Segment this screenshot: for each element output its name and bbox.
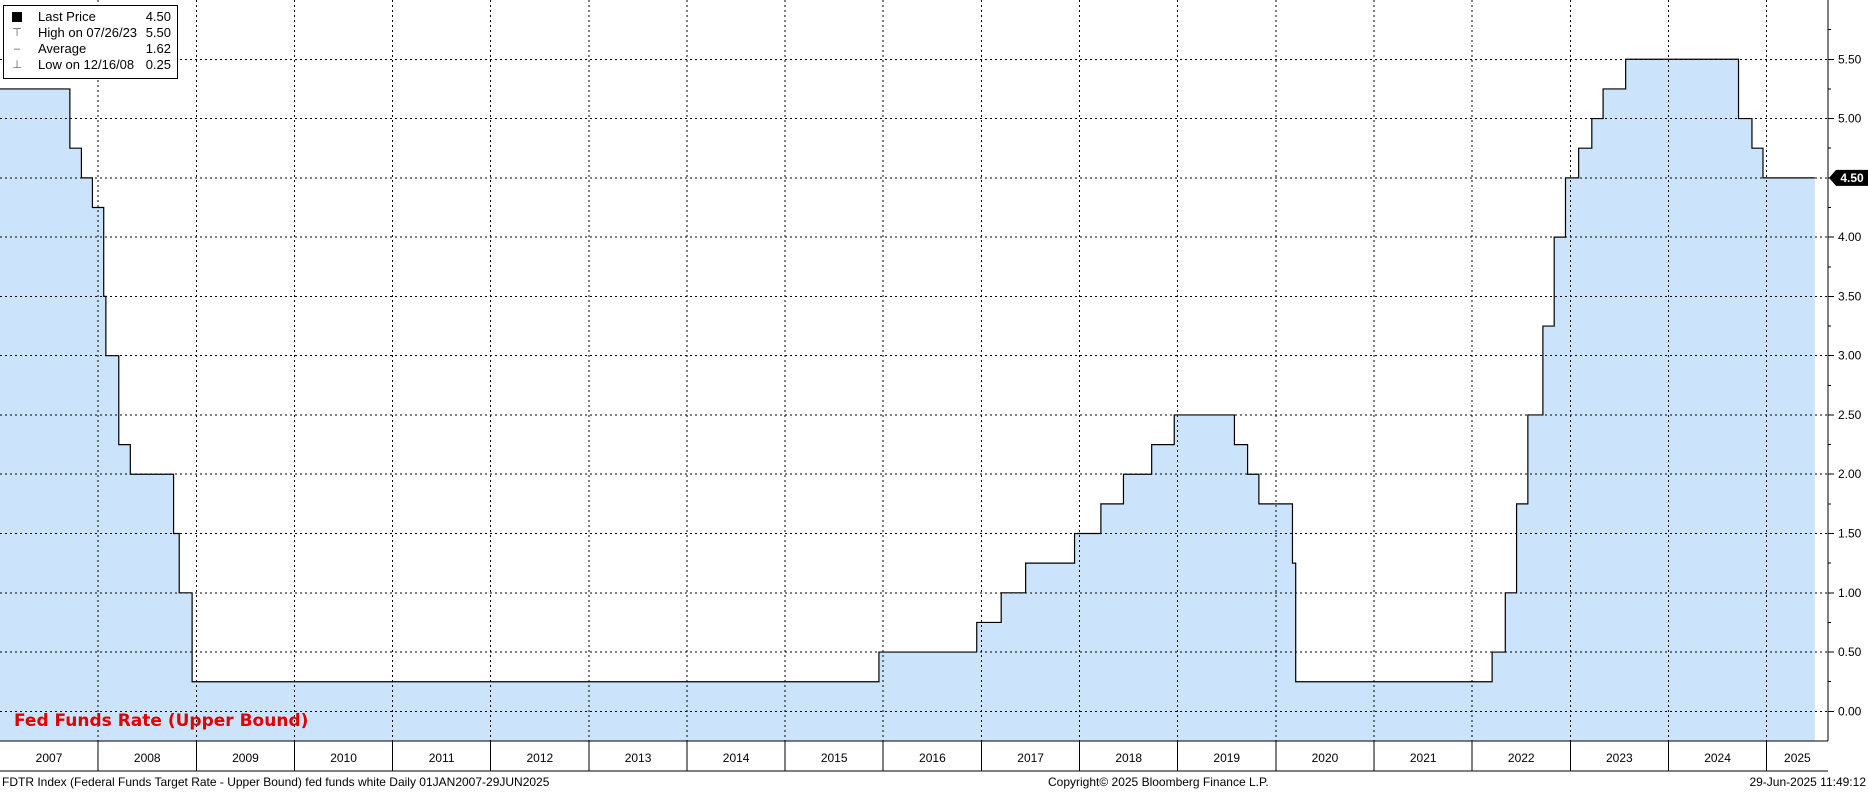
y-tick-label: 5.00 xyxy=(1838,112,1862,126)
high-marker-icon: ⊤ xyxy=(12,27,22,39)
chart-legend: Last Price 4.50 ⊤ High on 07/26/23 5.50 … xyxy=(3,5,178,79)
legend-label: Average xyxy=(38,41,87,56)
x-tick-label: 2019 xyxy=(1213,751,1240,765)
y-tick-label: 0.50 xyxy=(1838,645,1862,659)
low-marker-icon: ⊥ xyxy=(12,59,22,71)
x-tick-label: 2013 xyxy=(625,751,652,765)
chart-title: Fed Funds Rate (Upper Bound) xyxy=(14,711,309,731)
legend-label: High on 07/26/23 xyxy=(38,25,138,40)
x-tick-label: 2008 xyxy=(134,751,161,765)
filled-square-icon xyxy=(10,10,24,24)
y-tick-label: 4.00 xyxy=(1838,230,1862,244)
x-tick-label: 2018 xyxy=(1115,751,1142,765)
series-line xyxy=(0,58,1815,683)
legend-label: Last Price xyxy=(38,9,96,24)
legend-item-average: ‒ Average 1.62 xyxy=(8,41,173,57)
y-tick-label: 5.50 xyxy=(1838,52,1862,66)
x-tick-label: 2012 xyxy=(526,751,553,765)
legend-value: 0.25 xyxy=(145,57,171,72)
x-tick-label: 2016 xyxy=(919,751,946,765)
legend-value: 5.50 xyxy=(145,25,171,40)
footer-description: FDTR Index (Federal Funds Target Rate - … xyxy=(2,775,550,789)
legend-value: 1.62 xyxy=(145,41,171,56)
y-tick-label: 2.00 xyxy=(1838,467,1862,481)
last-price-tag-label: 4.50 xyxy=(1840,171,1864,185)
y-tick-label: 1.50 xyxy=(1838,527,1862,541)
x-tick-label: 2021 xyxy=(1410,751,1437,765)
y-tick-label: 3.00 xyxy=(1838,349,1862,363)
x-tick-label: 2017 xyxy=(1017,751,1044,765)
series-area xyxy=(0,59,1815,741)
x-tick-label: 2009 xyxy=(232,751,259,765)
legend-label: Low on 12/16/08 xyxy=(38,57,135,72)
legend-item-last-price: Last Price 4.50 xyxy=(8,9,173,25)
legend-item-high: ⊤ High on 07/26/23 5.50 xyxy=(8,25,173,41)
y-tick-label: 3.50 xyxy=(1838,289,1862,303)
x-tick-label: 2014 xyxy=(723,751,750,765)
y-tick-label: 2.50 xyxy=(1838,408,1862,422)
x-tick-label: 2015 xyxy=(821,751,848,765)
x-tick-label: 2023 xyxy=(1606,751,1633,765)
y-tick-label: 0.00 xyxy=(1838,704,1862,718)
last-price-tag xyxy=(1829,169,1868,186)
y-tick-label: 1.00 xyxy=(1838,586,1862,600)
x-tick-label: 2024 xyxy=(1704,751,1731,765)
x-tick-label: 2020 xyxy=(1312,751,1339,765)
average-marker-icon: ‒ xyxy=(13,43,21,55)
x-tick-label: 2025 xyxy=(1784,751,1811,765)
footer-timestamp: 29-Jun-2025 11:49:12 xyxy=(1749,775,1866,789)
x-tick-label: 2010 xyxy=(330,751,357,765)
x-tick-label: 2022 xyxy=(1508,751,1535,765)
footer-copyright: Copyright© 2025 Bloomberg Finance L.P. xyxy=(1048,775,1269,789)
legend-item-low: ⊥ Low on 12/16/08 0.25 xyxy=(8,57,173,73)
legend-value: 4.50 xyxy=(145,9,171,24)
x-tick-label: 2007 xyxy=(36,751,63,765)
x-tick-label: 2011 xyxy=(429,751,455,765)
